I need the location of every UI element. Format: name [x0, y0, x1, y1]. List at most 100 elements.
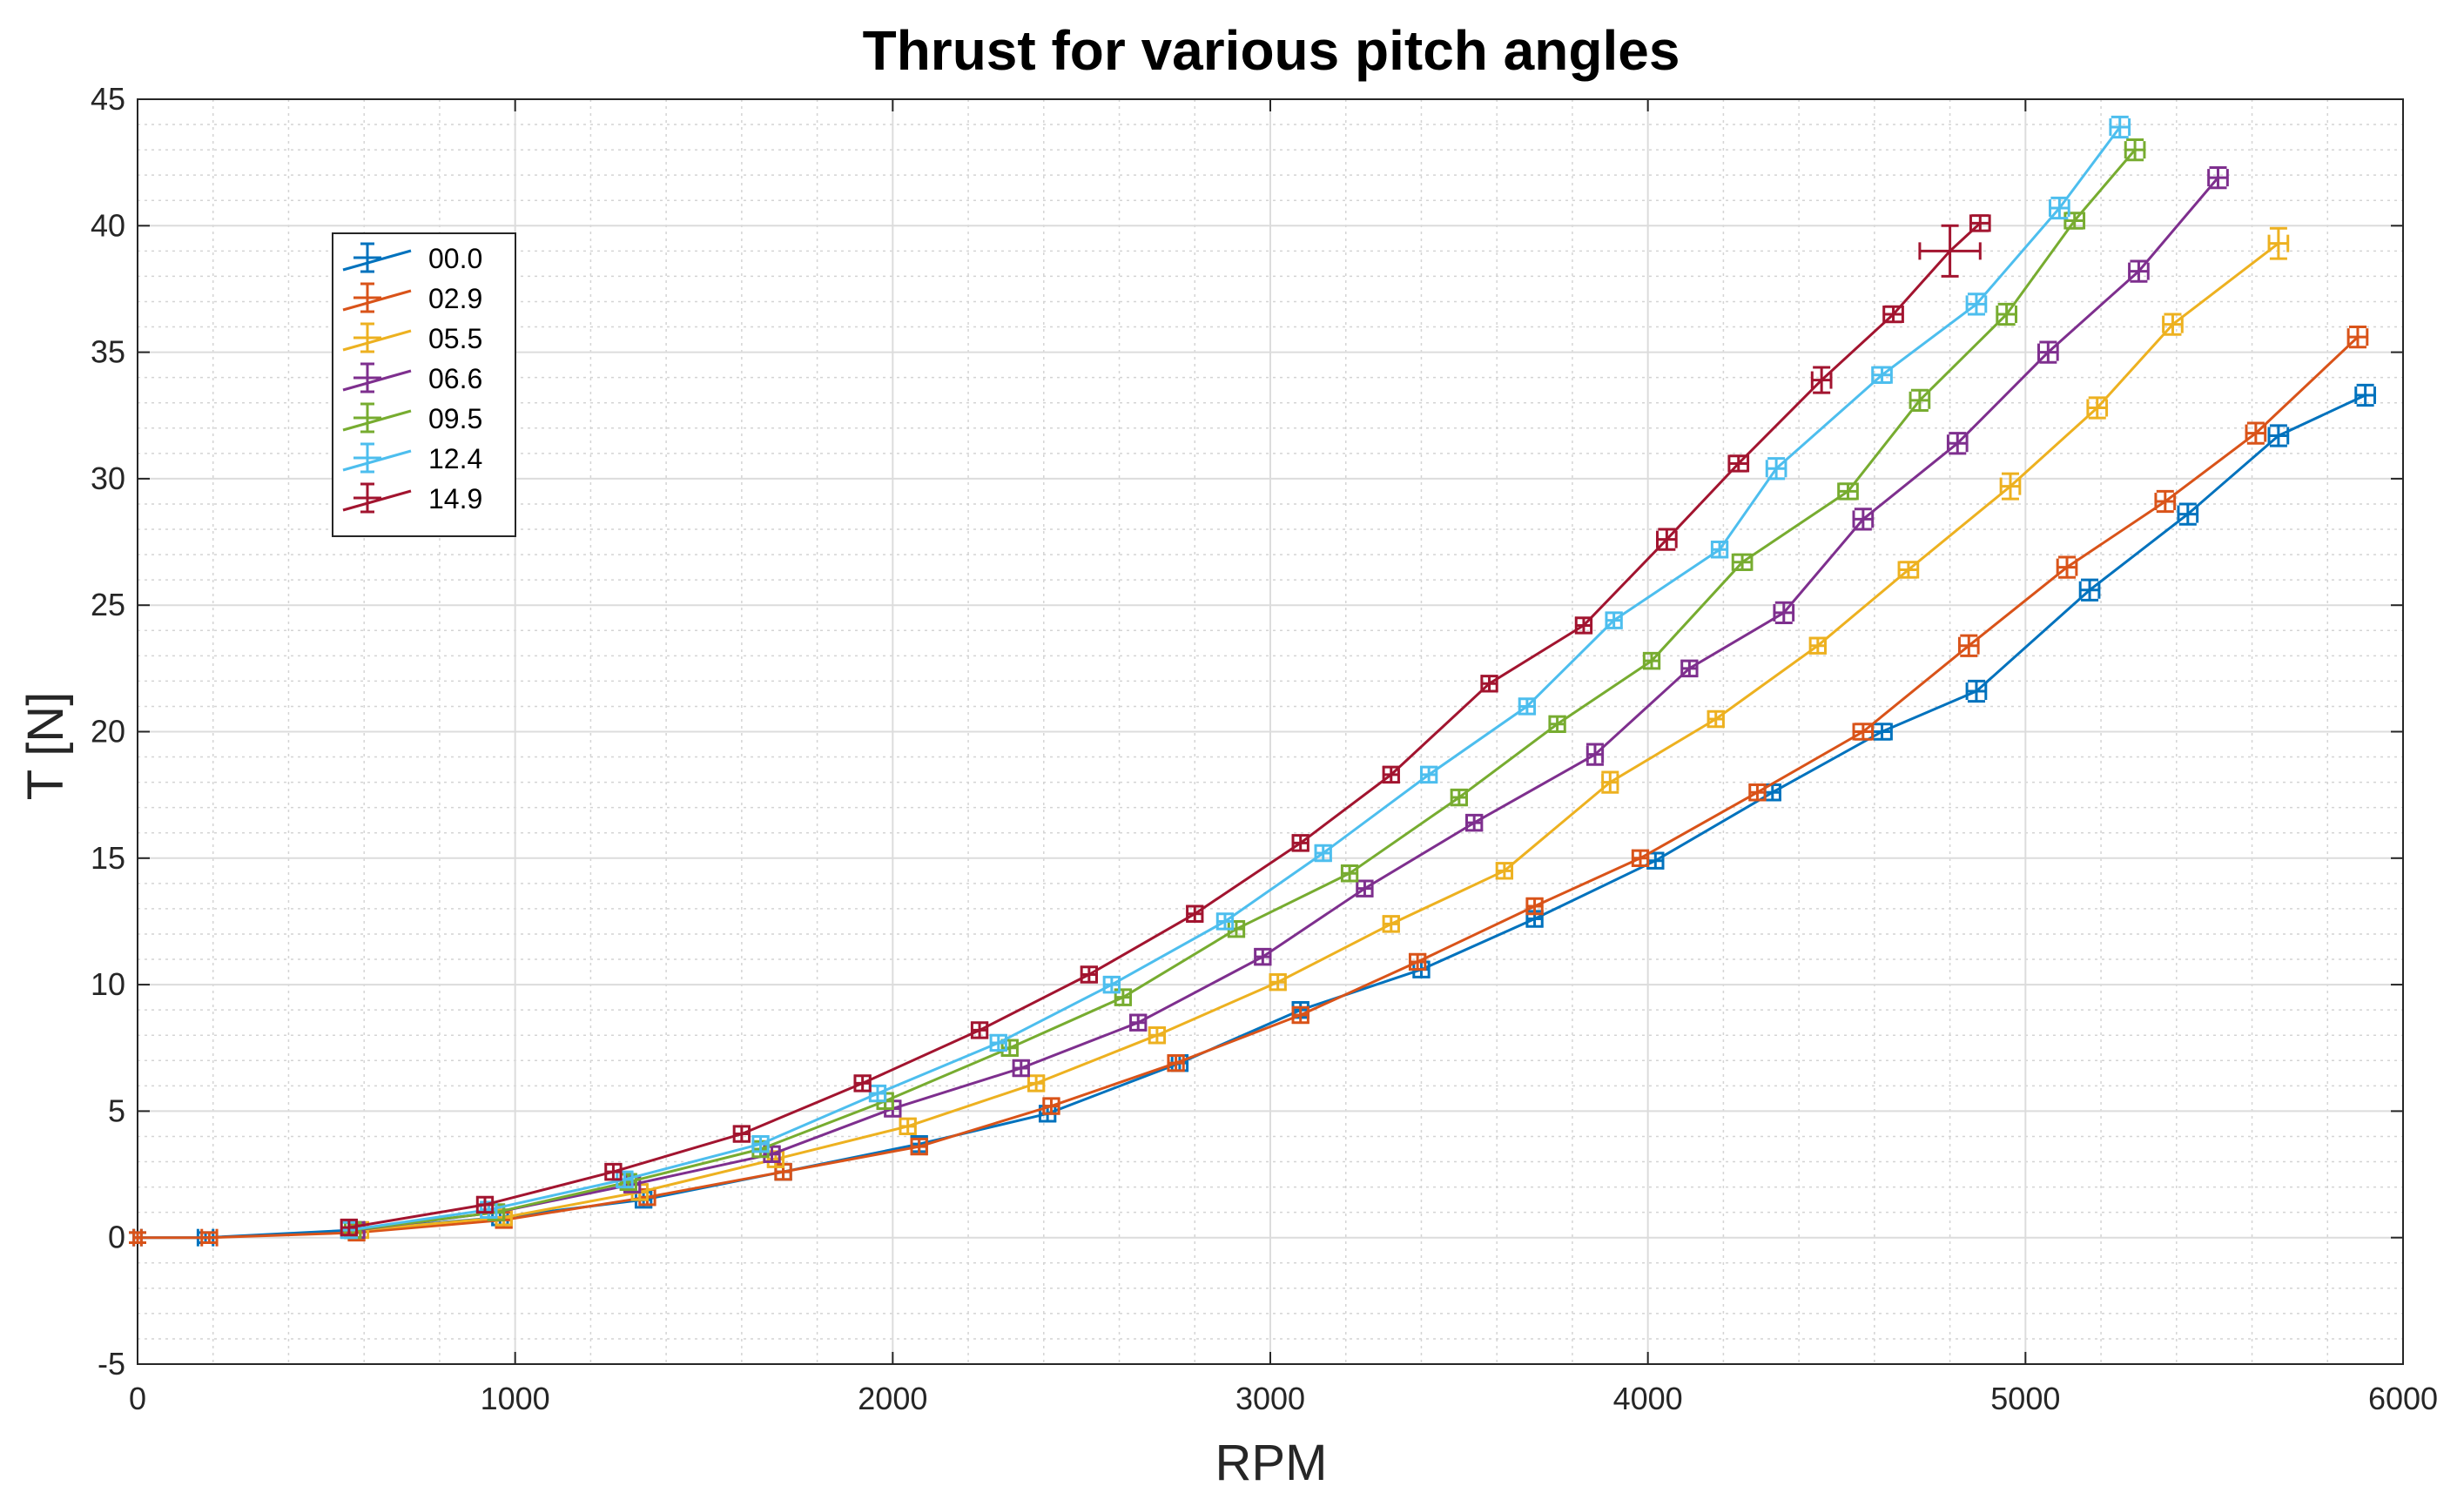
data-point [2128, 259, 2150, 283]
series-line-12.4 [348, 126, 2122, 1232]
data-point [1946, 432, 1969, 455]
data-point [2086, 396, 2109, 420]
data-point [2037, 340, 2059, 364]
data-point [1114, 988, 1133, 1006]
data-point [1999, 472, 2022, 501]
data-point [1382, 915, 1400, 933]
series-05.5 [351, 226, 2290, 1240]
data-point [1419, 765, 1438, 784]
legend-swatch-line [342, 449, 412, 472]
series-line-06.6 [356, 177, 2219, 1232]
data-point [1186, 904, 1204, 923]
legend-swatch [342, 402, 412, 434]
series-line-14.9 [348, 222, 1982, 1229]
data-point [1810, 366, 1833, 394]
data-point [2162, 313, 2184, 336]
data-point [1773, 601, 1795, 625]
data-point [1291, 834, 1309, 852]
x-axis-label: RPM [1215, 1435, 1328, 1491]
legend-item-02.9: 02.9 [342, 282, 482, 314]
y-tick-label: 25 [91, 587, 125, 622]
data-point [899, 1117, 917, 1136]
data-point [1254, 947, 1272, 966]
data-point [1215, 912, 1235, 931]
data-point [1918, 224, 1982, 278]
y-tick-label: -5 [98, 1346, 125, 1382]
data-point [1996, 302, 2017, 326]
data-point [1731, 553, 1754, 572]
data-point [2267, 424, 2290, 447]
data-point [1465, 813, 1484, 832]
series-line-05.5 [360, 242, 2279, 1232]
data-point [1495, 862, 1514, 880]
x-tick-label: 0 [129, 1381, 146, 1416]
y-tick-label: 5 [108, 1093, 125, 1128]
legend-item-00.0: 00.0 [342, 242, 482, 274]
legend-item-14.9: 14.9 [342, 482, 482, 514]
series-line-09.5 [353, 149, 2137, 1232]
data-point [1450, 788, 1469, 807]
data-point [1965, 292, 1988, 316]
data-point [1291, 1005, 1309, 1025]
data-point [1148, 1026, 1167, 1045]
data-point [1601, 770, 1619, 794]
legend-label: 00.0 [428, 243, 482, 274]
y-tick-label: 30 [91, 461, 125, 496]
series-line-02.9 [138, 336, 2360, 1240]
legend-swatch-line [342, 249, 412, 272]
chart-title: Thrust for various pitch angles [863, 19, 1680, 82]
y-axis-label: T [N] [17, 692, 74, 801]
data-point [989, 1033, 1007, 1052]
data-point [1356, 879, 1374, 898]
data-point [1727, 454, 1750, 473]
legend[interactable]: 00.0 02.9 05.5 06.6 09.5 12.4 14.9 [332, 232, 516, 537]
data-point [1585, 743, 1605, 766]
data-point [910, 1137, 928, 1156]
data-point [1882, 305, 1904, 324]
series-12.4 [340, 115, 2131, 1240]
data-point [1408, 952, 1427, 972]
data-point [2056, 555, 2078, 579]
data-point [1340, 864, 1359, 883]
data-point [1852, 508, 1875, 531]
data-point [2245, 421, 2267, 445]
legend-label: 06.6 [428, 363, 482, 394]
x-tick-label: 5000 [1990, 1381, 2060, 1416]
legend-swatch-line [342, 409, 412, 432]
y-tick-label: 35 [91, 334, 125, 370]
y-tick-label: 40 [91, 207, 125, 243]
x-tick-label: 1000 [481, 1381, 550, 1416]
data-point [1080, 965, 1099, 984]
y-tick-label: 20 [91, 714, 125, 750]
legend-swatch [342, 242, 412, 273]
legend-label: 12.4 [428, 443, 482, 474]
data-point [1765, 457, 1787, 481]
x-tick-label: 4000 [1613, 1381, 1683, 1416]
data-point [475, 1195, 495, 1214]
data-point [129, 1228, 146, 1247]
data-point [2207, 165, 2229, 190]
data-point [1269, 972, 1287, 992]
series-14.9 [340, 214, 1991, 1237]
data-point [1642, 651, 1661, 670]
legend-item-09.5: 09.5 [342, 402, 482, 434]
legend-item-12.4: 12.4 [342, 442, 482, 474]
data-point [1525, 897, 1544, 916]
data-point [1480, 675, 1498, 693]
legend-swatch [342, 482, 412, 514]
x-tick-label: 2000 [858, 1381, 927, 1416]
data-point [1707, 709, 1725, 729]
data-point [2124, 138, 2146, 162]
data-point [1965, 679, 1988, 703]
legend-swatch-line [342, 289, 412, 312]
data-point [2177, 502, 2199, 526]
ticks: 0 1000 2000 3000 4000 5000 6000-50510152025303… [91, 81, 2438, 1416]
series-02.9 [129, 326, 2369, 1247]
legend-swatch-line [342, 329, 412, 352]
data-point [1710, 541, 1729, 559]
data-point [2063, 212, 2086, 230]
x-tick-label: 3000 [1235, 1381, 1305, 1416]
data-point [1957, 634, 1980, 657]
y-tick-label: 0 [108, 1220, 125, 1255]
x-tick-label: 6000 [2368, 1381, 2438, 1416]
